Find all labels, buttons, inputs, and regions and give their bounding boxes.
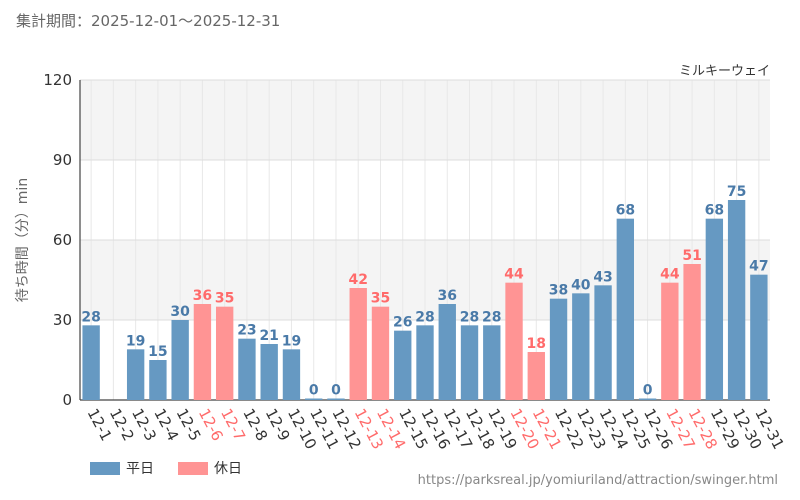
y-tick-label: 0	[62, 391, 72, 409]
data-label-12-13: 42	[348, 272, 367, 288]
bar-12-29	[705, 218, 724, 400]
data-label-12-29: 68	[705, 203, 724, 219]
y-tick-label: 90	[53, 151, 72, 169]
bar-12-19	[483, 325, 501, 400]
data-label-12-1: 28	[81, 309, 100, 325]
legend-item-weekday: 平日	[90, 458, 154, 478]
bar-12-27	[661, 282, 679, 400]
data-label-12-16: 28	[415, 309, 434, 325]
bar-12-6	[193, 304, 212, 400]
y-tick-label: 30	[53, 311, 72, 329]
data-label-12-25: 68	[616, 203, 635, 219]
legend-label-weekday: 平日	[126, 461, 154, 477]
data-label-12-22: 38	[549, 283, 568, 299]
bar-12-10	[282, 349, 301, 400]
data-label-12-21: 18	[527, 336, 546, 352]
data-label-12-10: 19	[282, 333, 301, 349]
data-label-12-24: 43	[593, 269, 612, 285]
bar-12-16	[416, 325, 434, 400]
bar-12-12	[327, 398, 345, 400]
bar-12-21	[527, 352, 545, 400]
bar-12-22	[549, 298, 568, 400]
data-label-12-26: 0	[643, 383, 653, 399]
bar-12-1	[82, 325, 100, 400]
bar-12-23	[572, 293, 590, 400]
source-url[interactable]: https://parksreal.jp/yomiuriland/attract…	[417, 473, 778, 488]
bar-12-31	[750, 274, 768, 400]
legend-label-holiday: 休日	[214, 461, 242, 477]
data-label-12-14: 35	[371, 291, 390, 307]
data-label-12-23: 40	[571, 277, 591, 293]
y-tick-label: 60	[53, 231, 72, 249]
data-label-12-18: 28	[460, 309, 479, 325]
data-label-12-4: 15	[148, 344, 167, 360]
data-label-12-3: 19	[126, 333, 145, 349]
data-label-12-6: 36	[193, 288, 212, 304]
chart-title: ミルキーウェイ	[678, 64, 770, 79]
data-label-12-11: 0	[309, 383, 319, 399]
bar-12-3	[126, 349, 145, 400]
bar-12-20	[505, 282, 523, 400]
data-label-12-9: 21	[259, 328, 278, 344]
data-label-12-30: 75	[727, 184, 746, 200]
data-label-12-17: 36	[438, 288, 457, 304]
bar-12-11	[305, 398, 323, 400]
bar-12-13	[349, 288, 367, 400]
bar-12-25	[616, 218, 635, 400]
data-label-12-12: 0	[331, 383, 341, 399]
legend-swatch-weekday	[90, 461, 120, 475]
bar-12-14	[371, 306, 390, 400]
bar-12-4	[149, 360, 167, 400]
bar-12-17	[438, 304, 456, 400]
y-tick-label: 120	[43, 71, 72, 89]
data-label-12-19: 28	[482, 309, 501, 325]
bar-12-28	[683, 264, 701, 400]
bar-12-5	[171, 320, 189, 400]
legend-swatch-holiday	[178, 461, 208, 475]
legend-item-holiday: 休日	[178, 458, 242, 478]
data-label-12-7: 35	[215, 291, 234, 307]
bar-12-26	[638, 398, 657, 400]
bar-12-15	[394, 330, 412, 400]
legend: 平日 休日	[90, 458, 258, 478]
data-label-12-31: 47	[749, 259, 768, 275]
bar-12-8	[238, 338, 256, 400]
data-label-12-15: 26	[393, 315, 412, 331]
data-label-12-8: 23	[237, 323, 256, 339]
period-label: 集計期間：2025-12-01～2025-12-31	[16, 12, 281, 30]
bar-12-9	[260, 344, 278, 400]
data-label-12-28: 51	[682, 248, 701, 264]
bar-12-24	[594, 285, 612, 400]
data-label-12-5: 30	[170, 304, 190, 320]
bar-12-18	[460, 325, 479, 400]
data-label-12-20: 44	[504, 267, 524, 283]
bar-12-30	[727, 200, 746, 400]
data-label-12-27: 44	[660, 267, 680, 283]
bar-12-7	[215, 306, 234, 400]
